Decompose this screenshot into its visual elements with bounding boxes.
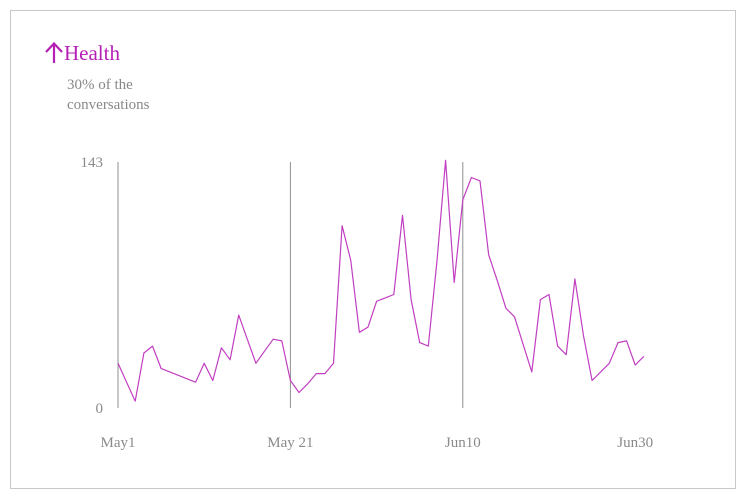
chart-card <box>10 10 736 489</box>
chart-title: Health <box>44 38 120 68</box>
x-tick-label: Jun30 <box>617 435 653 451</box>
chart-subtitle: 30% of the conversations <box>67 77 150 113</box>
y-tick-label: 143 <box>81 155 104 171</box>
chart-title-text: Health <box>64 40 120 65</box>
x-tick-label: Jun10 <box>445 435 481 451</box>
series-line <box>117 159 645 402</box>
x-tick-label: May1 <box>101 435 136 451</box>
x-tick-label: May 21 <box>267 435 313 451</box>
y-tick-label: 0 <box>96 401 104 417</box>
arrow-up-icon <box>44 41 64 65</box>
